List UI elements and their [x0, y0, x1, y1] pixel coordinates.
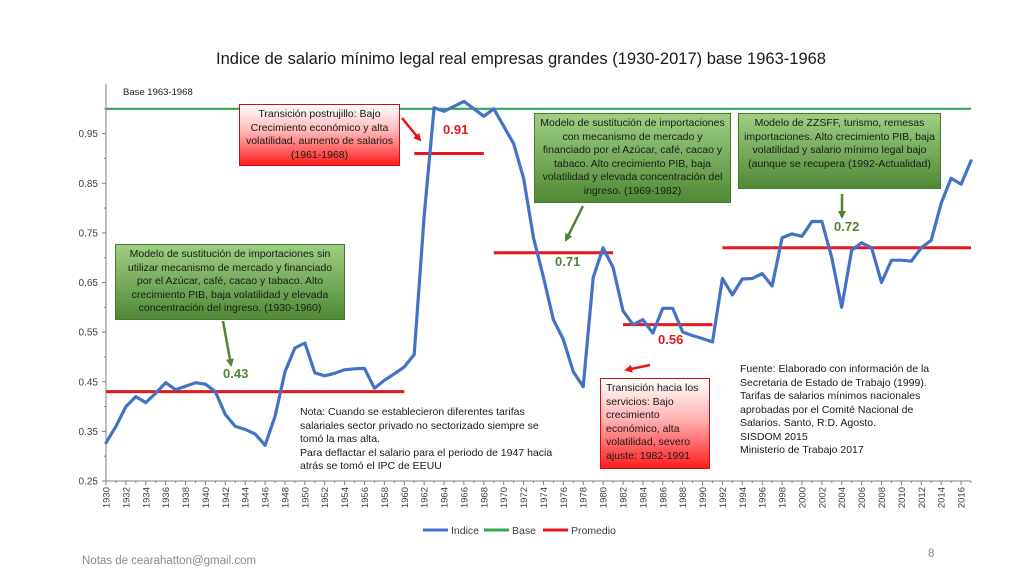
x-tick-label: 1988 — [678, 487, 689, 508]
x-tick-label: 1962 — [420, 487, 431, 508]
x-tick-label: 2002 — [817, 487, 828, 508]
x-tick-label: 1940 — [201, 487, 212, 508]
y-tick-label: 0.55 — [79, 328, 99, 339]
annotation-arrows — [221, 117, 846, 373]
y-tick-label: 0.75 — [79, 228, 99, 239]
x-tick-label: 2014 — [937, 487, 948, 508]
x-tick-label: 1982 — [619, 487, 630, 508]
x-tick-label: 1978 — [579, 487, 590, 508]
y-tick-label: 0.85 — [79, 179, 99, 190]
y-axis-ticks: 0.25 0.35 0.45 0.55 0.65 0.75 0.85 0.95 — [79, 108, 106, 488]
value-labels: Base 1963-1968 0.43 0.91 0.71 0.56 0.72 — [123, 87, 859, 381]
x-tick-label: 2012 — [917, 487, 928, 508]
x-tick-label: 1948 — [280, 487, 291, 508]
y-tick-label: 0.35 — [79, 427, 99, 438]
base-line-label: Base 1963-1968 — [123, 87, 193, 98]
x-tick-label: 1966 — [459, 487, 470, 508]
x-tick-label: 1950 — [300, 487, 311, 508]
x-tick-label: 1932 — [121, 487, 132, 508]
x-tick-label: 1956 — [360, 487, 371, 508]
y-tick-label: 0.25 — [79, 477, 99, 488]
x-tick-label: 1934 — [141, 487, 152, 508]
x-tick-label: 1998 — [778, 487, 789, 508]
annotation-arrow — [564, 205, 585, 242]
annotation-box-1930-1960: Modelo de sustitución de importaciones s… — [115, 244, 345, 320]
indice-series-line — [104, 99, 973, 447]
x-tick-label: 1942 — [221, 487, 232, 508]
legend-label-promedio: Promedio — [571, 525, 616, 537]
avg-label-1992-2017: 0.72 — [834, 219, 859, 234]
annotation-box-1969-1982: Modelo de sustitución de importaciones c… — [534, 113, 731, 203]
x-tick-label: 1938 — [181, 487, 192, 508]
annotation-box-1982-1991: Transición hacia los servicios: Bajo cre… — [600, 378, 710, 469]
avg-label-1930-1960: 0.43 — [223, 366, 248, 381]
x-tick-label: 1984 — [638, 487, 649, 508]
legend-label-indice: Indice — [451, 525, 479, 537]
x-tick-label: 1964 — [440, 487, 451, 508]
chart-title: Indice de salario mínimo legal real empr… — [216, 50, 826, 68]
x-tick-label: 1952 — [320, 487, 331, 508]
x-tick-label: 1980 — [599, 487, 610, 508]
x-tick-label: 2000 — [797, 487, 808, 508]
x-tick-label: 1944 — [241, 487, 252, 508]
slide-footer-text: Notas de cearahatton@gmail.com — [82, 555, 257, 567]
source-note: Fuente: Elaborado con información de la … — [740, 363, 930, 456]
x-tick-label: 1936 — [161, 487, 172, 508]
y-tick-label: 0.95 — [79, 129, 99, 140]
x-tick-label: 1930 — [102, 487, 113, 508]
x-tick-label: 1968 — [479, 487, 490, 508]
avg-label-1969-1981: 0.71 — [555, 254, 580, 269]
x-tick-label: 1972 — [519, 487, 530, 508]
x-tick-label: 1990 — [698, 487, 709, 508]
chart-legend: Indice Base Promedio — [423, 525, 616, 537]
x-tick-label: 1976 — [559, 487, 570, 508]
y-tick-label: 0.65 — [79, 278, 99, 289]
annotation-arrow — [401, 117, 422, 142]
x-tick-label: 1974 — [539, 487, 550, 508]
avg-label-1982-1991: 0.56 — [658, 332, 683, 347]
x-tick-label: 1970 — [499, 487, 510, 508]
x-tick-label: 1996 — [758, 487, 769, 508]
slide-page-number: 8 — [928, 548, 935, 560]
x-tick-label: 1946 — [261, 487, 272, 508]
x-tick-label: 2010 — [897, 487, 908, 508]
x-tick-label: 1992 — [718, 487, 729, 508]
annotation-arrow — [221, 320, 234, 367]
x-tick-label: 1994 — [738, 487, 749, 508]
x-tick-label: 1986 — [658, 487, 669, 508]
x-tick-label: 1960 — [400, 487, 411, 508]
x-tick-label: 1958 — [380, 487, 391, 508]
annotation-arrow — [624, 363, 651, 373]
x-axis-ticks: 1930 1932 1934 1936 1938 1940 1942 1944 1946 1948… — [102, 481, 972, 508]
annotation-box-1961-1968: Transición postrujillo: Bajo Crecimiento… — [239, 104, 400, 166]
legend-label-base: Base — [512, 525, 536, 537]
x-tick-label: 2006 — [857, 487, 868, 508]
x-tick-label: 2008 — [877, 487, 888, 508]
annotation-box-1992-2017: Modelo de ZZSFF, turismo, remesas import… — [738, 113, 941, 189]
avg-label-1961-1968: 0.91 — [443, 122, 468, 137]
x-tick-label: 1954 — [340, 487, 351, 508]
x-tick-label: 2016 — [957, 487, 968, 508]
x-tick-label: 2004 — [837, 487, 848, 508]
y-tick-label: 0.45 — [79, 377, 99, 388]
methodology-note: Nota: Cuando se establecieron diferentes… — [300, 406, 553, 472]
